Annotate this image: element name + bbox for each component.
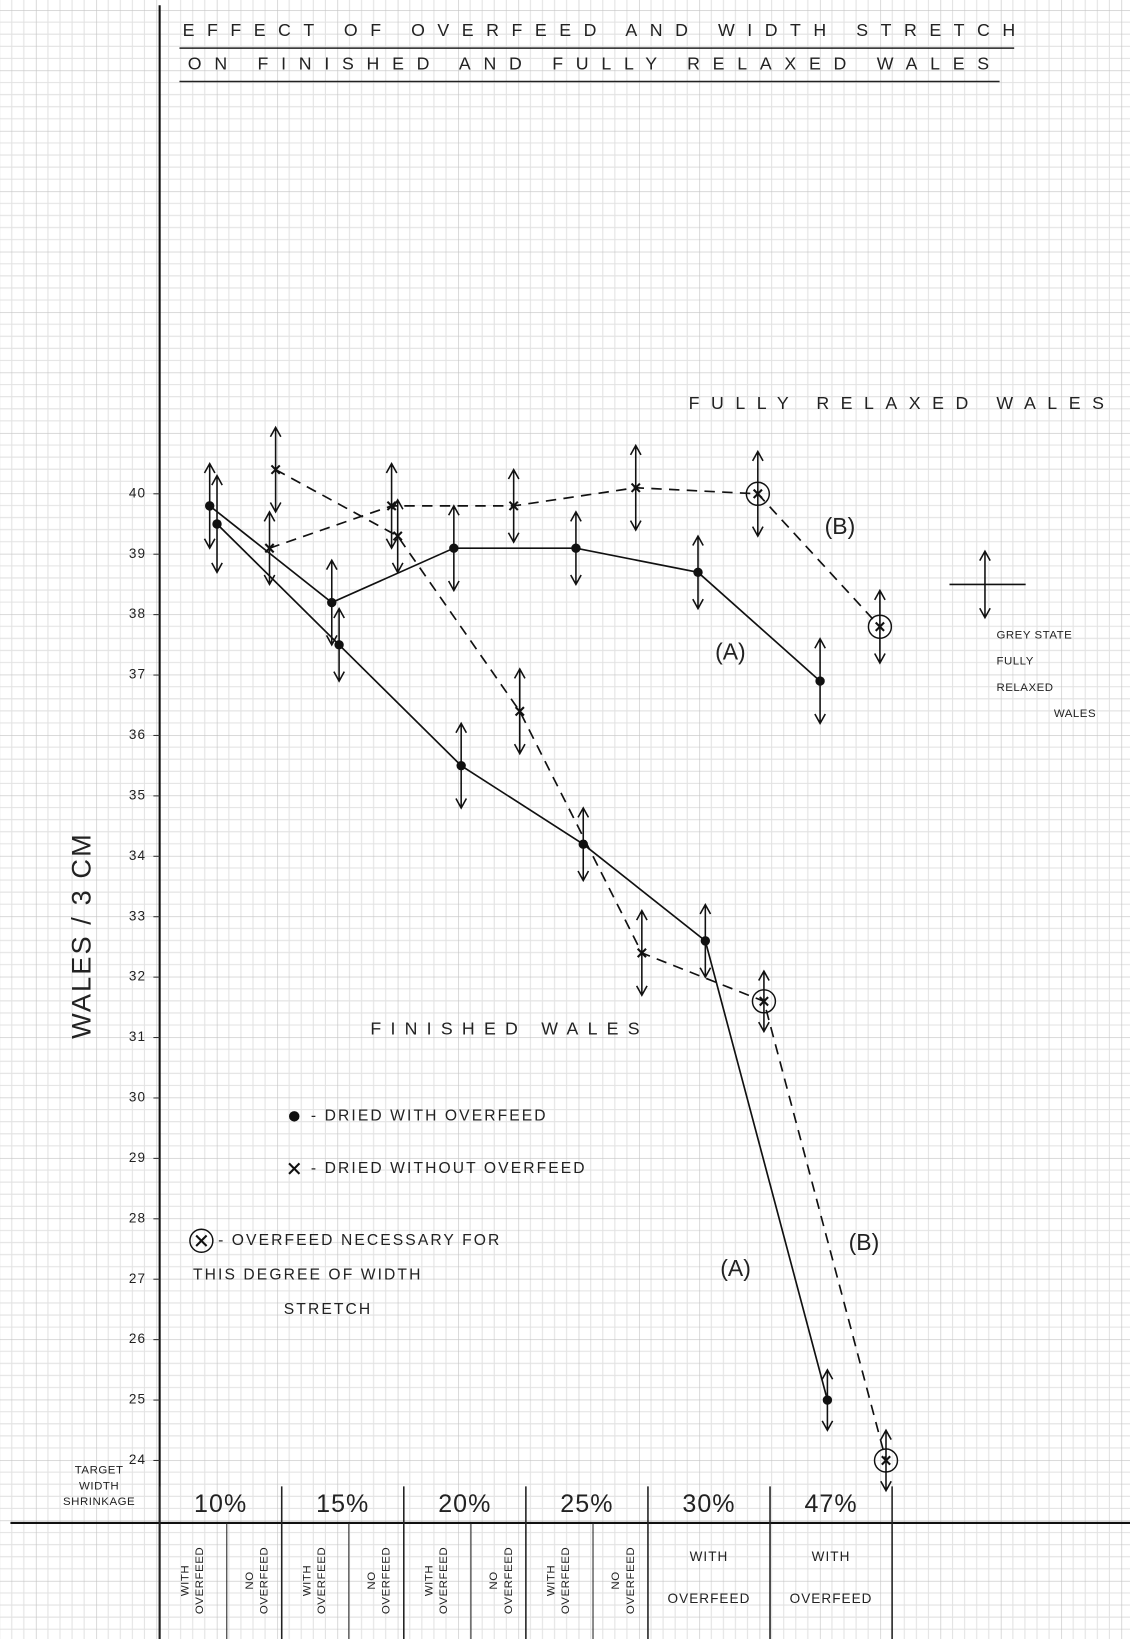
y-tick-label: 31 (129, 1029, 146, 1044)
x-tick-label: 47% (804, 1490, 857, 1518)
x-tick-label: 25% (560, 1490, 613, 1518)
point (823, 1395, 832, 1404)
grey-state-label: RELAXED (996, 682, 1053, 694)
x-tick-label: 15% (316, 1490, 369, 1518)
series-label: (A) (720, 1255, 751, 1281)
chart: EFFECT OF OVERFEED AND WIDTH STRETCH ON … (0, 0, 1130, 1639)
x-sublabel: OVERFEED (503, 1547, 515, 1614)
x-sublabel: OVERFEED (194, 1547, 206, 1614)
x-axis-label: WIDTH (79, 1480, 119, 1492)
legend-marker (289, 1111, 299, 1121)
point (334, 640, 343, 649)
x-sublabel: WITH (812, 1549, 851, 1564)
point (693, 568, 702, 577)
x-axis-label: TARGET (75, 1465, 124, 1477)
y-tick-label: 40 (129, 485, 146, 500)
x-axis-label: SHRINKAGE (63, 1496, 135, 1508)
x-sublabel: OVERFEED (625, 1547, 637, 1614)
y-tick-label: 36 (129, 727, 146, 742)
grey-state-label: WALES (1054, 708, 1096, 720)
legend-label: - DRIED WITH OVERFEED (311, 1107, 548, 1124)
x-tick-label: 20% (438, 1490, 491, 1518)
y-axis-label: WALES / 3 CM (66, 832, 97, 1039)
y-tick-label: 30 (129, 1090, 146, 1105)
point (815, 676, 824, 685)
y-tick-label: 35 (129, 787, 146, 802)
x-sublabel: OVERFEED (259, 1547, 271, 1614)
point (571, 543, 580, 552)
x-tick-label: 30% (682, 1490, 735, 1518)
point (212, 519, 221, 528)
legend-label: THIS DEGREE OF WIDTH (193, 1266, 422, 1283)
y-tick-label: 37 (129, 667, 146, 682)
y-tick-label: 27 (129, 1271, 146, 1286)
x-sublabel: OVERFEED (381, 1547, 393, 1614)
series-label: (A) (715, 638, 746, 664)
point (701, 936, 710, 945)
point (456, 761, 465, 770)
paper-grid (0, 0, 1130, 1639)
x-sublabel: OVERFEED (438, 1547, 450, 1614)
y-tick-label: 34 (129, 848, 146, 863)
grey-state-label: FULLY (996, 656, 1033, 668)
legend-label: STRETCH (284, 1301, 372, 1318)
y-tick-label: 38 (129, 606, 146, 621)
page: {"chart_data": {"type": "line", "title":… (0, 0, 1130, 1639)
series-label: (B) (849, 1229, 880, 1255)
y-tick-label: 39 (129, 546, 146, 561)
x-sublabel: OVERFEED (560, 1547, 572, 1614)
y-tick-label: 33 (129, 908, 146, 923)
x-sublabel: NO (488, 1571, 500, 1589)
x-sublabel: WITH (690, 1549, 729, 1564)
point (327, 598, 336, 607)
x-sublabel: WITH (546, 1565, 558, 1596)
x-sublabel: OVERFEED (668, 1591, 751, 1606)
y-tick-label: 24 (129, 1452, 146, 1467)
y-tick-label: 25 (129, 1392, 146, 1407)
x-sublabel: WITH (179, 1565, 191, 1596)
x-sublabel: OVERFEED (790, 1591, 873, 1606)
y-tick-label: 32 (129, 969, 146, 984)
legend-label: - DRIED WITHOUT OVERFEED (311, 1160, 587, 1177)
grey-state-label: GREY STATE (996, 630, 1072, 642)
x-sublabel: NO (244, 1571, 256, 1589)
y-tick-label: 29 (129, 1150, 146, 1165)
legend-label: - OVERFEED NECESSARY FOR (218, 1232, 501, 1249)
y-tick-label: 28 (129, 1210, 146, 1225)
x-sublabel: NO (610, 1571, 622, 1589)
series-label: (B) (825, 513, 856, 539)
x-sublabel: WITH (423, 1565, 435, 1596)
x-tick-label: 10% (194, 1490, 247, 1518)
y-tick-label: 26 (129, 1331, 146, 1346)
point (449, 543, 458, 552)
x-sublabel: OVERFEED (316, 1547, 328, 1614)
x-sublabel: WITH (301, 1565, 313, 1596)
point (205, 501, 214, 510)
x-sublabel: NO (366, 1571, 378, 1589)
